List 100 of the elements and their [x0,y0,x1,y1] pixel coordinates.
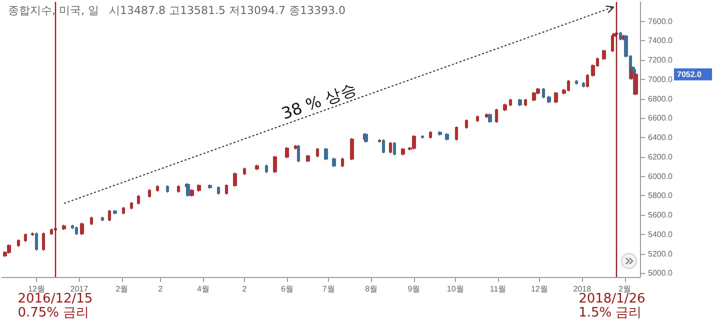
candlestick [294,144,297,150]
candlestick [445,132,449,141]
candlestick [156,184,159,192]
x-tick-label: 2017 [70,284,89,294]
candlestick [421,134,424,140]
candlestick [31,232,34,236]
candlestick [130,202,133,210]
candlestick [297,144,300,163]
y-tick-label: 7200.0 [648,56,674,65]
candlestick [495,108,498,124]
candlestick [518,98,522,107]
candlestick [255,164,259,170]
candlestick [90,216,93,226]
candlestick [190,188,194,198]
candlestick [166,184,169,194]
y-tick-label: 5800.0 [648,191,674,200]
x-tick-label: 12월 [28,284,45,294]
candlestick [265,164,268,174]
x-tick-label: 9월 [408,284,420,294]
y-tick-label: 6600.0 [648,114,674,123]
x-tick-label: 2018 [573,284,592,294]
candlestick [350,138,354,161]
candlestick [586,74,589,88]
y-tick-label: 5000.0 [648,268,674,278]
candlestick [509,98,512,107]
candlestick [137,194,140,205]
candlestick [75,226,78,236]
candlestick [575,80,578,85]
candlestick [101,216,104,222]
x-tick-label: 11월 [490,284,506,294]
candlestick [122,206,125,215]
y-tick-label: 5600.0 [648,210,674,220]
candlestick [429,130,432,140]
candlestick [208,184,212,190]
candlestick [243,167,246,176]
candlestick [524,98,527,107]
annotation: 38 % 상승 [279,79,359,124]
ref-line-label: 2018/1/26 1.5% 금리 [578,292,646,320]
candlestick [542,87,545,99]
y-tick-label: 7000.0 [648,74,674,84]
candlestick [306,154,310,163]
x-tick-label: 2 [158,284,164,294]
candlestick [332,157,336,168]
chart-subtitle: 시13487.8 고13581.5 저13094.7 종13393.0 [109,4,346,17]
candlestick [547,95,551,104]
candlestick [7,244,11,254]
x-tick-label: 2 [242,284,248,294]
y-tick-label: 6400.0 [648,133,674,142]
ref-line-label: 2016/12/15 0.75% 금리 [18,292,93,320]
candlestick [177,184,180,194]
candlestick [273,155,277,174]
candlestick [455,126,458,141]
candlestick [476,115,479,122]
candlestick [382,138,385,154]
candlestick [285,146,289,159]
candlestick [62,224,66,230]
candlestick [503,103,507,112]
candlestick [412,134,416,150]
candlestick [401,148,405,156]
candlestick [465,118,468,130]
candlestick [554,91,558,104]
candlestick [233,172,237,188]
candlestick [24,233,27,242]
candlestick [389,142,392,154]
y-tick-label: 5400.0 [648,230,674,239]
candlestick [108,209,111,222]
candlestick [17,238,20,248]
y-tick-label: 6200.0 [648,152,674,162]
x-tick-label: 2월 [618,284,632,294]
candlestick [378,138,381,143]
candlestick [619,32,622,41]
candlestick [148,188,151,198]
x-tick-label: 6월 [281,284,294,294]
candlestick [217,186,220,196]
candlestick [532,91,536,102]
y-tick-label: 5200.0 [648,249,674,258]
text: 7052.0 [677,70,702,79]
candlestick [341,157,344,168]
candlestick [225,184,228,196]
y-tick-label: 6800.0 [648,94,674,104]
candlestick [602,49,606,60]
candlestick [324,148,328,161]
x-tick-label: 8월 [365,284,378,294]
x-tick-label: 7월 [322,284,335,294]
candlestick [113,209,117,215]
candlestick [197,184,201,192]
x-tick-label: 2월 [116,284,128,294]
y-tick-label: 7600.0 [648,16,674,26]
y-tick-label: 6000.0 [648,172,674,181]
candlestick [50,228,53,236]
candlestick [42,232,45,252]
candlestick [316,148,319,158]
candlestick [393,142,396,156]
x-tick-label: 4월 [196,284,210,294]
candlestick [438,130,442,136]
candlestick [488,113,492,124]
candlestick [35,232,38,252]
y-tick-label: 7400.0 [648,36,674,46]
x-tick-label: 12월 [530,284,548,294]
x-tick-label: 10월 [446,284,464,294]
